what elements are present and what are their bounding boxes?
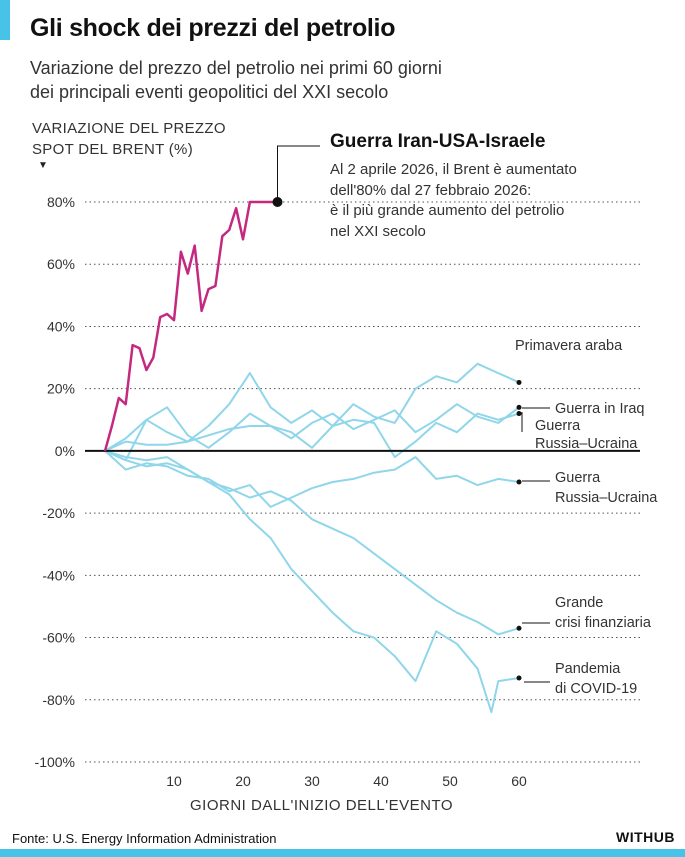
y-axis-label-line-1: VARIAZIONE DEL PREZZO — [32, 120, 226, 137]
x-tick-label: 60 — [511, 773, 527, 789]
series-label-5: Grande — [555, 595, 603, 611]
series-line-5 — [104, 449, 520, 636]
brand-logo: WITHUB — [616, 829, 675, 845]
highlight-series-label: Guerra Iran-USA-Israele — [330, 131, 546, 152]
series-end-marker-6 — [516, 675, 522, 681]
source-note: Fonte: U.S. Energy Information Administr… — [12, 831, 277, 846]
series-label-4: Russia–Ucraina — [555, 490, 658, 506]
series-end-marker-5 — [516, 625, 522, 631]
series-end-marker-2 — [516, 404, 522, 410]
annotation-line-1: Al 2 aprile 2026, il Brent è aumentato — [330, 161, 577, 178]
subtitle-line-1: Variazione del prezzo del petrolio nei p… — [30, 58, 442, 78]
series-label-3: Guerra — [535, 418, 581, 434]
annotation-line-2: dell'80% dal 27 febbraio 2026: — [330, 181, 532, 199]
y-axis-label-line-2: SPOT DEL BRENT (%) — [32, 141, 193, 158]
accent-bar — [0, 0, 10, 40]
series-label-4: Guerra — [555, 470, 601, 486]
highlight-annotation: Al 2 aprile 2026, il Brent è aumentato d… — [330, 160, 630, 242]
annotation-line-3: è il più grande aumento del petrolio — [330, 202, 565, 219]
series-label-6: di COVID-19 — [555, 681, 637, 697]
y-tick-label: -20% — [42, 505, 75, 521]
series-end-marker-3 — [516, 411, 522, 417]
series-line-2 — [104, 403, 520, 462]
annotation-line-4: nel XXI secolo — [330, 222, 426, 240]
series-line-6 — [104, 449, 520, 714]
chart-title: Gli shock dei prezzi del petrolio — [30, 14, 396, 42]
y-tick-label: 20% — [47, 381, 75, 397]
series-label-1: Primavera araba — [515, 338, 623, 354]
y-tick-label: -80% — [42, 692, 75, 708]
y-tick-label: -60% — [42, 630, 75, 646]
x-tick-label: 20 — [235, 773, 251, 789]
y-tick-label: 40% — [47, 318, 75, 334]
series-label-3: Russia–Ucraina — [535, 436, 638, 452]
x-tick-label: 50 — [442, 773, 458, 789]
series-end-marker-1 — [516, 379, 522, 385]
chart-subtitle: Variazione del prezzo del petrolio nei p… — [30, 56, 630, 104]
y-tick-label: -100% — [35, 754, 75, 770]
subtitle-line-2: dei principali eventi geopolitici del XX… — [30, 82, 389, 102]
y-axis-arrow-icon: ▼ — [38, 160, 48, 171]
series-line-3 — [104, 412, 520, 459]
y-tick-label: 60% — [47, 256, 75, 272]
x-tick-label: 40 — [373, 773, 389, 789]
series-line-4 — [104, 450, 520, 508]
x-tick-label: 30 — [304, 773, 320, 789]
highlight-series-line — [103, 200, 278, 452]
series-label-6: Pandemia — [555, 661, 621, 677]
highlight-end-marker — [272, 197, 283, 207]
bottom-accent-strip — [0, 849, 685, 857]
series-end-marker-4 — [516, 479, 522, 485]
series-label-2: Guerra in Iraq — [555, 401, 644, 417]
series-line-1 — [104, 362, 520, 452]
series-label-5: crisi finanziaria — [555, 615, 652, 631]
y-tick-label: -40% — [42, 567, 75, 583]
y-tick-label: 80% — [47, 194, 75, 210]
x-axis-label: GIORNI DALL'INIZIO DELL'EVENTO — [190, 797, 454, 814]
x-tick-label: 10 — [166, 773, 182, 789]
y-axis-label: VARIAZIONE DEL PREZZO SPOT DEL BRENT (%) — [32, 118, 226, 160]
y-tick-label: 0% — [55, 443, 75, 459]
highlight-leader-line — [277, 145, 320, 202]
